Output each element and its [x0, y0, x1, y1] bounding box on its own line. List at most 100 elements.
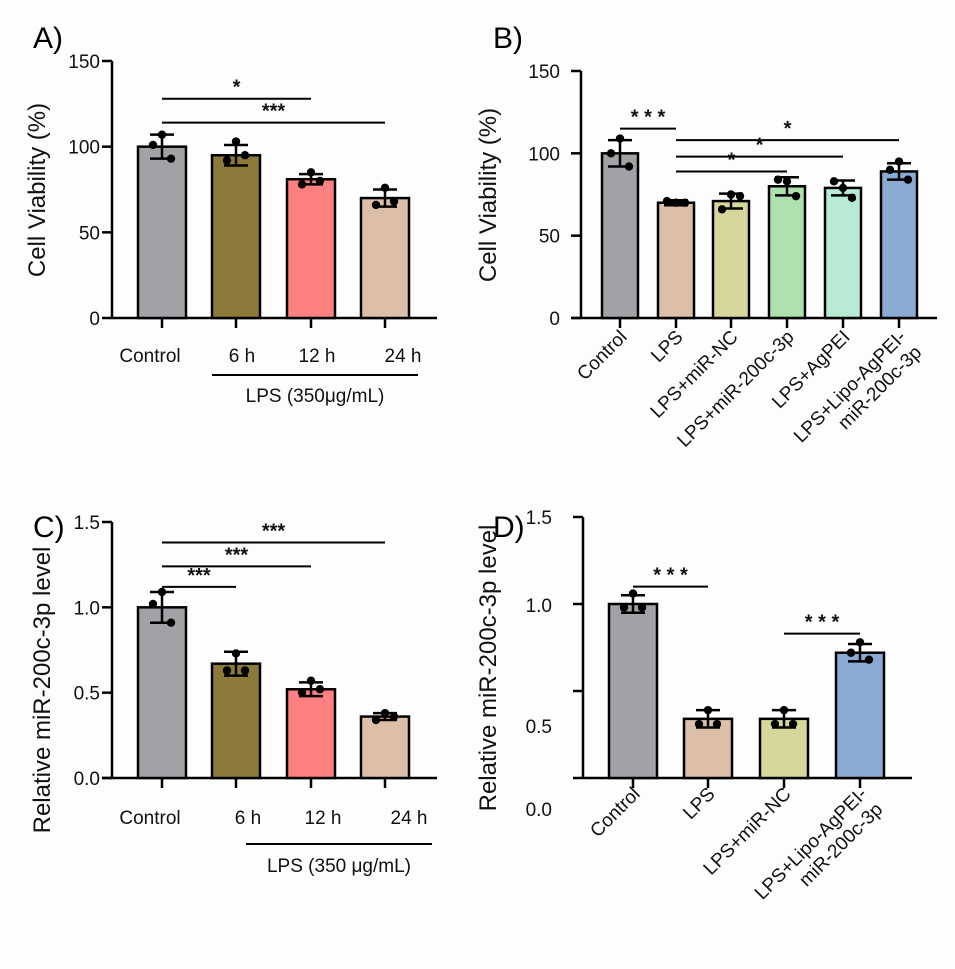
- significance-label: ***: [262, 520, 286, 542]
- y-tick-label: 1.0: [526, 596, 552, 617]
- data-point: [838, 183, 848, 193]
- data-point: [662, 196, 672, 206]
- data-point: [371, 200, 381, 210]
- x-category-label: 12 h: [299, 346, 336, 367]
- x-category-label: 24 h: [385, 346, 422, 367]
- bar: [136, 145, 188, 320]
- x-category-label-line: LPS: [647, 327, 687, 367]
- data-point: [222, 666, 232, 675]
- data-point: [615, 134, 625, 143]
- data-point: [166, 154, 176, 163]
- data-point: [297, 180, 307, 189]
- significance-label: * * *: [631, 107, 666, 129]
- data-point: [306, 168, 316, 177]
- x-category-label: LPS+Lipo-AgPEI-miR-200c-3p: [790, 327, 926, 463]
- y-axis-title: Relative miR-200c-3p level: [475, 525, 502, 812]
- data-point: [371, 715, 381, 725]
- y-tick-label: 1.5: [74, 513, 100, 534]
- y-tick-label: 100: [528, 144, 560, 165]
- bar: [607, 602, 659, 780]
- data-point: [389, 197, 399, 206]
- bar: [823, 186, 863, 320]
- data-point: [788, 719, 798, 729]
- group-label: LPS (350 μg/mL): [267, 856, 411, 877]
- data-point: [782, 177, 792, 186]
- data-point: [231, 649, 241, 658]
- data-point: [694, 719, 704, 729]
- y-tick-label: 0: [549, 309, 560, 330]
- panel-label: A): [33, 22, 63, 55]
- data-point: [624, 162, 634, 171]
- bar: [359, 715, 411, 780]
- x-category-label: Control: [586, 784, 644, 842]
- significance-label: *: [728, 149, 736, 171]
- x-category-label: Control: [119, 808, 180, 829]
- y-tick-label: 0.5: [526, 717, 552, 738]
- data-point: [779, 705, 789, 715]
- data-point: [864, 655, 874, 664]
- y-tick-label: 0.0: [526, 800, 552, 821]
- x-category-label: 24 h: [391, 808, 428, 829]
- data-point: [157, 587, 167, 597]
- bar: [600, 152, 640, 320]
- bar: [210, 662, 262, 780]
- y-axis-title: Cell Viability (%): [475, 108, 502, 282]
- data-point: [306, 676, 316, 685]
- significance-label: ***: [187, 565, 211, 587]
- significance-label: * * *: [653, 565, 688, 587]
- data-point: [855, 638, 865, 647]
- data-point: [735, 191, 745, 201]
- bar: [767, 185, 807, 320]
- data-point: [380, 708, 390, 718]
- data-point: [846, 648, 856, 657]
- y-tick-label: 50: [539, 227, 560, 248]
- x-category-label: Control: [119, 346, 180, 367]
- data-point: [297, 688, 307, 697]
- data-point: [240, 666, 250, 675]
- significance-label: *: [784, 118, 792, 140]
- significance-label: * * *: [805, 612, 840, 634]
- bar: [834, 651, 886, 780]
- panel-label: D): [493, 511, 525, 544]
- bar: [711, 199, 751, 320]
- data-point: [894, 157, 904, 166]
- data-point: [389, 712, 399, 721]
- y-tick-label: 0.0: [74, 769, 100, 790]
- data-point: [770, 719, 780, 729]
- y-tick-label: 1.0: [74, 598, 100, 619]
- data-point: [240, 151, 250, 160]
- significance-label: *: [756, 135, 764, 157]
- panel-label: B): [493, 22, 523, 55]
- data-point: [903, 175, 913, 184]
- data-point: [315, 176, 325, 186]
- bar: [656, 201, 696, 320]
- x-category-label-line: LPS: [679, 784, 719, 824]
- data-point: [773, 175, 783, 184]
- x-category-label-line: Control: [586, 784, 644, 842]
- data-point: [315, 685, 325, 694]
- y-tick-label: 150: [68, 52, 100, 73]
- chart-panel-d: D) 1.5 1.0 0.5 0.0 Relative miR-200c-3p level…: [475, 508, 912, 904]
- data-point: [726, 190, 736, 199]
- data-point: [637, 603, 647, 612]
- y-tick-label: 0.5: [74, 684, 100, 705]
- data-point: [619, 603, 629, 612]
- chart-panel-c: C) 0.0 0.5 1.0 1.5 Relative miR-200c-3p level…: [29, 511, 437, 877]
- x-category-label: 6 h: [235, 808, 261, 829]
- y-tick-label: 100: [68, 138, 100, 159]
- y-tick-label: 50: [79, 223, 100, 244]
- data-point: [671, 198, 681, 207]
- bar: [879, 170, 919, 320]
- data-point: [148, 599, 158, 609]
- bar: [210, 153, 262, 320]
- data-point: [157, 130, 167, 139]
- bar: [136, 606, 188, 780]
- significance-label: *: [233, 77, 241, 99]
- bar: [359, 196, 411, 320]
- data-point: [703, 705, 713, 715]
- x-category-label: 6 h: [229, 346, 255, 367]
- data-point: [148, 140, 158, 150]
- data-point: [829, 177, 839, 186]
- chart-panel-a: A) 0 50 100 150 Cell Viability (%) Control 6 h 1…: [24, 22, 437, 407]
